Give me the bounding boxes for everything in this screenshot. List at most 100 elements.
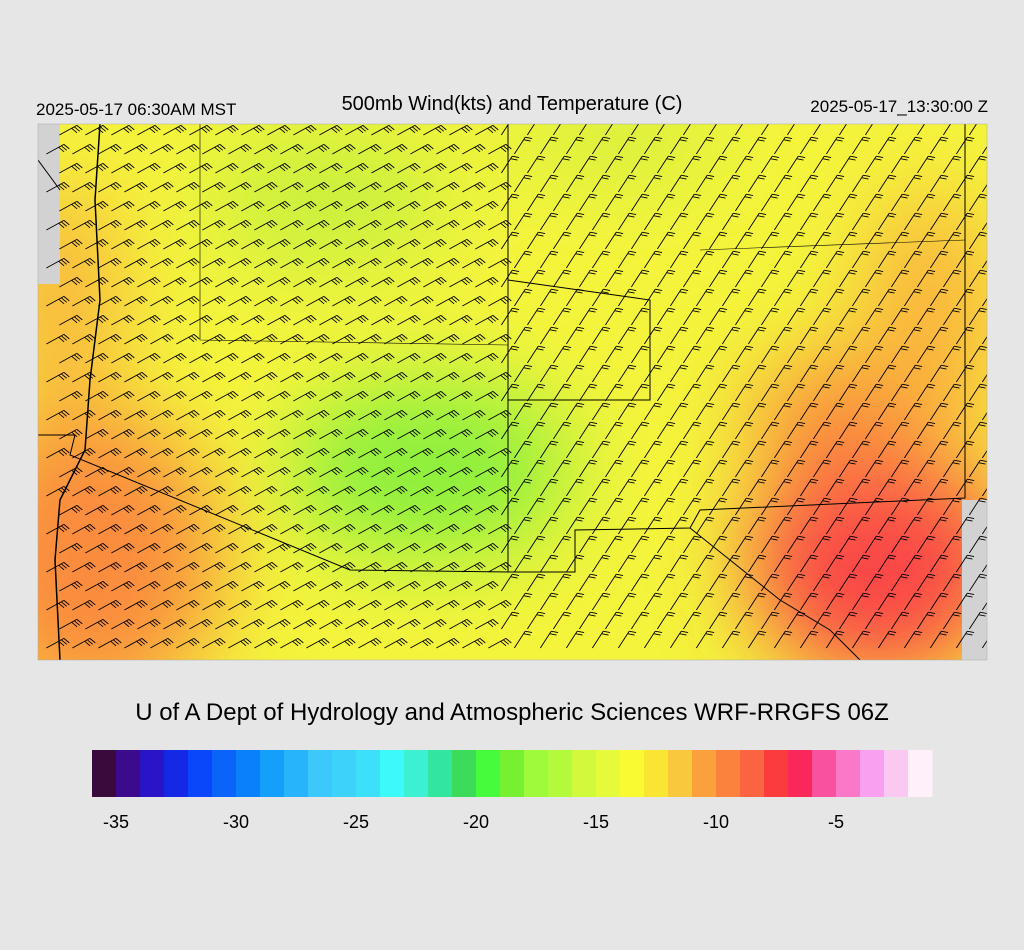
- wind-barb: [241, 353, 265, 364]
- wind-barb: [163, 467, 187, 478]
- wind-barb: [877, 516, 897, 535]
- wind-barb: [59, 125, 83, 136]
- wind-barb: [656, 535, 676, 554]
- wind-barb: [163, 315, 187, 326]
- wind-barb: [436, 486, 460, 497]
- wind-barb: [345, 353, 369, 364]
- wind-barb: [176, 220, 200, 231]
- wind-barb: [773, 630, 793, 649]
- wind-barb: [228, 182, 252, 193]
- wind-barb: [721, 174, 741, 193]
- wind-barb: [228, 220, 252, 231]
- wind-barb: [916, 124, 925, 136]
- colorbar-bin: [140, 750, 165, 797]
- wind-barb: [488, 486, 512, 497]
- wind-barb: [267, 429, 291, 440]
- wind-barb: [513, 174, 533, 193]
- wind-barb: [786, 307, 806, 326]
- wind-barb: [358, 600, 382, 611]
- wind-barb: [838, 124, 847, 136]
- wind-barb: [708, 459, 728, 478]
- wind-barb: [968, 155, 987, 174]
- wind-barb: [449, 619, 473, 630]
- wind-barb: [942, 231, 962, 250]
- wind-barb: [436, 448, 460, 459]
- wind-barb: [656, 269, 676, 288]
- wind-barb: [812, 535, 832, 554]
- wind-barb: [890, 421, 910, 440]
- wind-barb: [111, 353, 135, 364]
- wind-barb: [695, 554, 715, 573]
- wind-barb: [475, 505, 499, 516]
- wind-barb: [864, 573, 884, 592]
- colorbar-bin: [164, 750, 189, 797]
- wind-barb: [539, 136, 559, 155]
- colorbar-bin: [188, 750, 213, 797]
- wind-barb: [176, 638, 200, 649]
- wind-barb: [812, 155, 832, 174]
- wind-barb: [916, 231, 936, 250]
- wind-barb: [864, 383, 884, 402]
- wind-barb: [488, 562, 512, 573]
- wind-barb: [280, 524, 304, 535]
- wind-barb: [721, 136, 741, 155]
- wind-barb: [955, 288, 975, 307]
- colorbar-bin: [308, 750, 333, 797]
- wind-barb: [345, 429, 369, 440]
- wind-barb: [72, 638, 96, 649]
- wind-barb: [682, 307, 702, 326]
- wind-barb: [150, 296, 174, 307]
- wind-barb: [124, 296, 148, 307]
- wind-barb: [591, 288, 611, 307]
- wind-barb: [228, 486, 252, 497]
- wind-barb: [202, 258, 226, 269]
- wind-barb: [825, 250, 845, 269]
- wind-barb: [98, 638, 122, 649]
- wind-barb: [46, 334, 70, 345]
- wind-barb: [500, 497, 520, 516]
- wind-barb: [825, 440, 845, 459]
- wind-barb: [760, 497, 780, 516]
- wind-barb: [656, 459, 676, 478]
- wind-barb: [617, 402, 637, 421]
- wind-barb: [85, 163, 109, 174]
- wind-barb: [786, 497, 806, 516]
- wind-barb: [215, 505, 239, 516]
- wind-barb: [864, 345, 884, 364]
- wind-barb: [513, 478, 533, 497]
- borders: [38, 124, 966, 660]
- wind-barb: [488, 638, 512, 649]
- wind-barb: [436, 296, 460, 307]
- wind-barb: [280, 600, 304, 611]
- wind-barb: [877, 554, 897, 573]
- wind-barb: [189, 353, 213, 364]
- wind-barb: [955, 364, 975, 383]
- wind-barb: [98, 144, 122, 155]
- wind-barb: [942, 573, 962, 592]
- wind-barb: [462, 600, 486, 611]
- wind-barb: [890, 383, 910, 402]
- wind-barb: [72, 258, 96, 269]
- wind-barb: [916, 155, 936, 174]
- wind-barb: [137, 467, 161, 478]
- wind-barb: [578, 383, 598, 402]
- wind-barb: [760, 231, 780, 250]
- wind-barb: [539, 174, 559, 193]
- wind-barb: [176, 334, 200, 345]
- wind-barb: [591, 592, 611, 611]
- wind-barb: [46, 448, 70, 459]
- wind-barb: [371, 467, 395, 478]
- wind-barb: [475, 391, 499, 402]
- wind-barb: [981, 563, 987, 573]
- wind-barb: [812, 421, 832, 440]
- wind-barb: [202, 486, 226, 497]
- wind-barb: [137, 391, 161, 402]
- wind-barb: [851, 212, 871, 231]
- wind-barb: [812, 231, 832, 250]
- wind-barb: [293, 125, 317, 136]
- wind-barb: [734, 231, 754, 250]
- wind-barb: [358, 448, 382, 459]
- wind-barb: [513, 326, 533, 345]
- wind-barb: [812, 124, 821, 136]
